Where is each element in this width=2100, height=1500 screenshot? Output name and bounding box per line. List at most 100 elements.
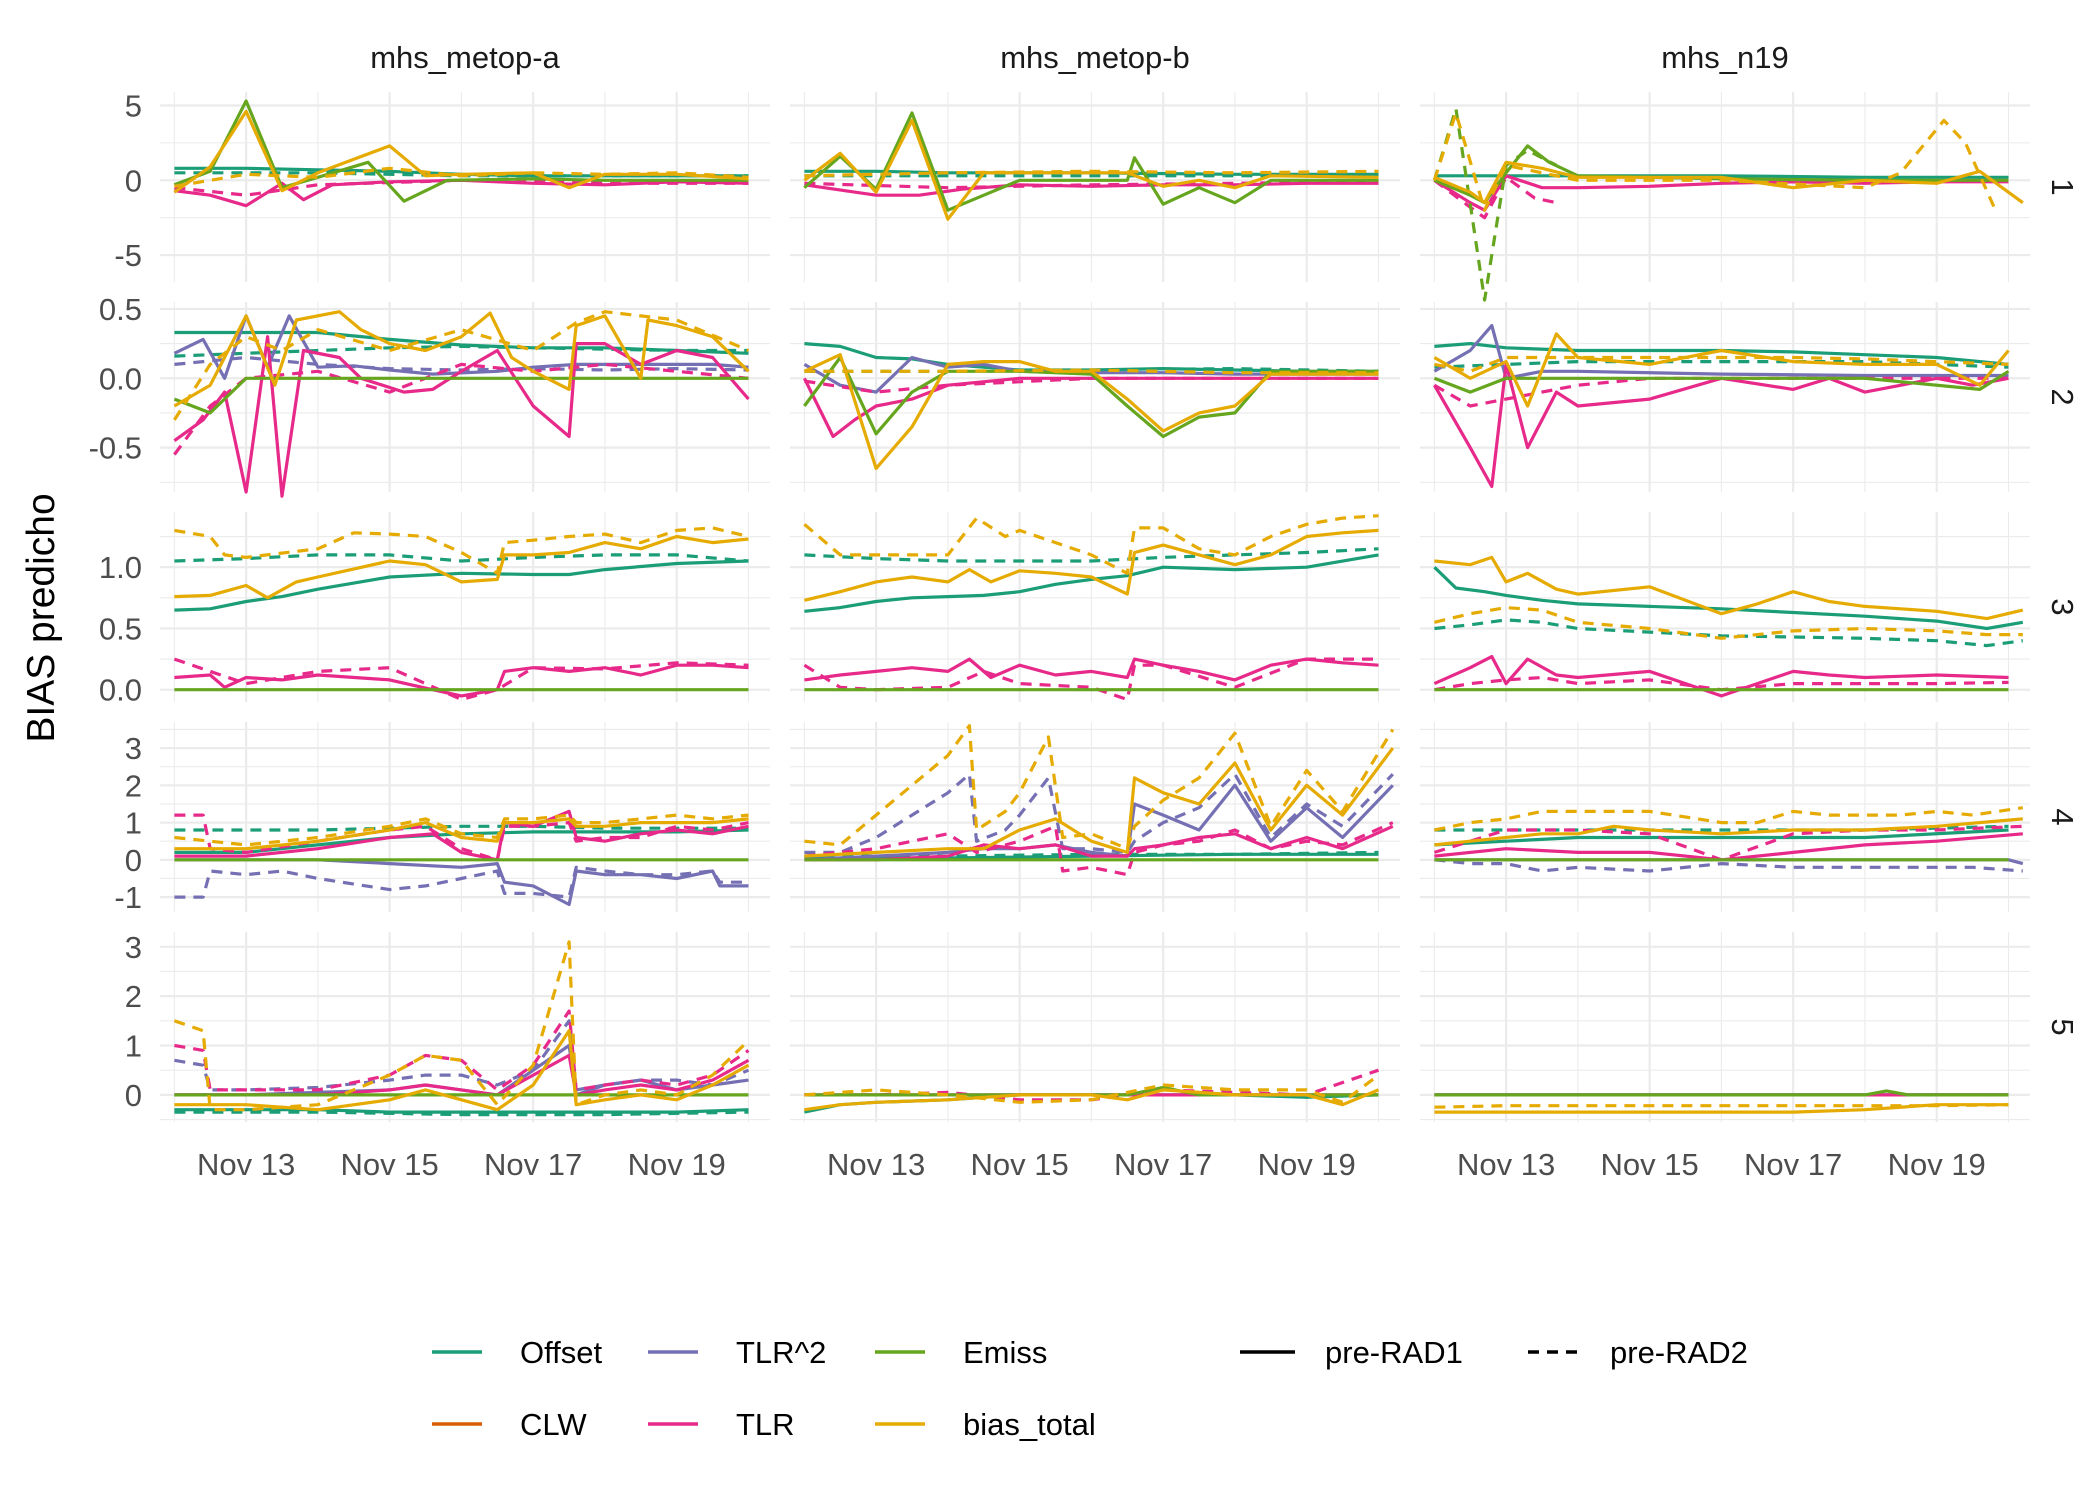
series-line-Offset-pre-RAD2	[174, 553, 749, 563]
y-tick-label: 2	[125, 768, 142, 803]
x-tick-label: Nov 15	[971, 1147, 1069, 1182]
series-line-Offset-pre-RAD1	[1434, 342, 2009, 366]
series-line-bias_total-pre-RAD2	[1434, 605, 2023, 640]
series-line-TLR-pre-RAD2	[1434, 675, 2009, 692]
series-line-bias_total-pre-RAD2	[174, 813, 749, 847]
x-tick-label: Nov 15	[1601, 1147, 1699, 1182]
y-tick-label: 1	[125, 806, 142, 841]
y-axis-title: BIAS predicho	[20, 493, 63, 742]
series-line-Emiss-pre-RAD1	[1433, 369, 2010, 394]
series-line-bias_total-pre-RAD2	[1432, 111, 1996, 212]
panel-mhs_metop-b-row-2	[790, 302, 1400, 492]
facet-row-label-4: 4	[2045, 808, 2080, 825]
series-line-bias_total-pre-RAD1	[1433, 332, 2010, 408]
facet-row-label-3: 3	[2045, 598, 2080, 615]
facet-label-mhs_metop-b: mhs_metop-b	[1000, 40, 1190, 75]
x-tick-label: Nov 19	[628, 1147, 726, 1182]
series-line-bias_total-pre-RAD2	[174, 526, 749, 575]
series-line-TLR-pre-RAD2	[173, 657, 749, 702]
y-tick-label: 1	[125, 1029, 142, 1064]
legend: Offset CLW TLR^2 TLR Emiss bias_total pre-RAD1…	[432, 1335, 1748, 1442]
panel-mhs_metop-b-row-5	[790, 932, 1400, 1122]
series-line-bias_total-pre-RAD1	[804, 747, 1395, 858]
facet-row-label-2: 2	[2045, 388, 2080, 405]
x-tick-label: Nov 15	[341, 1147, 439, 1182]
series-line-TLR^2-pre-RAD2	[174, 1019, 750, 1092]
panel-mhs_metop-b-row-1	[790, 92, 1400, 282]
legend-label-bias_total: bias_total	[963, 1407, 1096, 1442]
x-tick-label: Nov 17	[1744, 1147, 1842, 1182]
series-line-TLR-pre-RAD2	[804, 376, 1379, 394]
x-tick-label: Nov 19	[1888, 1147, 1986, 1182]
panel-mhs_n19-row-1	[1420, 92, 2030, 302]
y-tick-label: 0.5	[99, 292, 142, 327]
series-line-Emiss-pre-RAD1	[803, 355, 1379, 439]
y-tick-label: 3	[125, 731, 142, 766]
legend-label-pre-RAD2: pre-RAD2	[1610, 1335, 1748, 1370]
x-tick-label: Nov 19	[1258, 1147, 1356, 1182]
series-line-Offset-pre-RAD1	[174, 1108, 749, 1114]
series-line-bias_total-pre-RAD1	[173, 310, 750, 408]
series-line-TLR^2-pre-RAD2	[1434, 858, 2023, 873]
panel-mhs_metop-b-row-4	[790, 722, 1400, 912]
panel-mhs_metop-a-row-2	[160, 302, 770, 498]
legend-label-TLR: TLR	[736, 1407, 795, 1442]
legend-label-Emiss: Emiss	[963, 1335, 1047, 1370]
series-line-TLR-pre-RAD1	[1433, 654, 2009, 698]
y-tick-label: 0.0	[99, 361, 142, 396]
series-line-bias_total-pre-RAD2	[804, 1073, 1380, 1104]
series-line-bias_total-pre-RAD1	[1434, 555, 2024, 621]
series-line-bias_total-pre-RAD2	[803, 514, 1379, 575]
series-line-TLR-pre-RAD2	[804, 180, 1379, 190]
facet-label-mhs_n19: mhs_n19	[1661, 40, 1789, 75]
series-line-Offset-pre-RAD2	[174, 824, 749, 832]
series-line-Offset-pre-RAD1	[804, 553, 1379, 613]
series-line-bias_total-pre-RAD1	[804, 528, 1379, 602]
y-tick-label: 3	[125, 930, 142, 965]
y-tick-label: 1.0	[99, 550, 142, 585]
series-line-bias_total-pre-RAD2	[804, 368, 1379, 375]
series-line-bias_total-pre-RAD2	[1434, 355, 2009, 373]
series-line-bias_total-pre-RAD1	[174, 817, 749, 851]
x-tick-label: Nov 13	[197, 1147, 295, 1182]
y-tick-label: -1	[114, 880, 142, 915]
facet-row-label-1: 1	[2045, 178, 2080, 195]
series-line-TLR-pre-RAD1	[174, 809, 749, 862]
series-line-Offset-pre-RAD2	[174, 1110, 749, 1117]
panel-mhs_n19-row-5	[1420, 932, 2030, 1122]
y-tick-label: 0	[125, 163, 142, 198]
series-line-TLR^2-pre-RAD1	[174, 858, 749, 907]
series-line-Offset-pre-RAD1	[174, 559, 749, 612]
series-line-TLR-pre-RAD1	[804, 657, 1379, 682]
y-tick-label: 0.0	[99, 673, 142, 708]
series-line-TLR-pre-RAD2	[1433, 175, 1557, 220]
series-line-TLR-pre-RAD1	[804, 824, 1394, 862]
panel-mhs_metop-a-row-3	[160, 512, 770, 702]
series-line-Emiss-pre-RAD1	[173, 99, 749, 203]
series-line-bias_total-pre-RAD1	[173, 109, 749, 194]
series-line-bias_total-pre-RAD2	[1434, 1103, 2009, 1109]
series-line-TLR^2-pre-RAD2	[174, 865, 749, 899]
panel-mhs_metop-a-row-4	[160, 722, 770, 912]
y-tick-label: -0.5	[89, 431, 142, 466]
panel-mhs_metop-a-row-5	[160, 932, 770, 1122]
panel-mhs_metop-b-row-3	[790, 512, 1400, 702]
series-line-bias_total-pre-RAD1	[174, 534, 749, 600]
y-tick-label: 5	[125, 88, 142, 123]
panel-mhs_metop-a-row-1	[160, 92, 770, 282]
series-line-Emiss-pre-RAD1	[173, 376, 749, 415]
y-tick-label: 0	[125, 1078, 142, 1113]
series-line-bias_total-pre-RAD2	[804, 724, 1395, 851]
series-line-Emiss-pre-RAD1	[803, 111, 1379, 212]
series-line-bias_total-pre-RAD2	[1434, 806, 2024, 832]
panel-mhs_n19-row-3	[1420, 512, 2030, 702]
x-tick-label: Nov 17	[484, 1147, 582, 1182]
x-tick-label: Nov 13	[827, 1147, 925, 1182]
panel-mhs_n19-row-2	[1420, 302, 2030, 492]
y-tick-label: -5	[114, 238, 142, 273]
series-line-bias_total-pre-RAD1	[1434, 817, 2023, 847]
series-line-Offset-pre-RAD2	[1434, 618, 2024, 648]
x-tick-label: Nov 17	[1114, 1147, 1212, 1182]
series-line-Offset-pre-RAD1	[1433, 566, 2024, 631]
legend-label-CLW: CLW	[520, 1407, 587, 1442]
